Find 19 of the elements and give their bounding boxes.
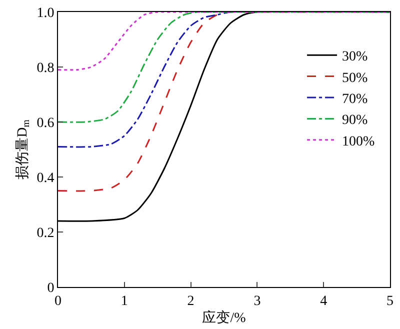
legend-label: 70% <box>342 92 368 107</box>
y-tick-label: 0.8 <box>36 60 54 76</box>
legend-label: 90% <box>342 113 368 128</box>
y-tick-label: 0.4 <box>36 170 54 186</box>
x-axis-title: 应变/% <box>202 310 246 326</box>
x-tick-label: 1 <box>120 294 128 309</box>
line-series <box>58 12 390 123</box>
y-tick-label: 0.2 <box>36 226 54 241</box>
line-series <box>58 12 390 71</box>
x-tick-label: 2 <box>187 294 194 309</box>
x-tick-label: 5 <box>386 294 394 309</box>
y-tick-label: 0 <box>47 280 54 296</box>
x-tick-label: 4 <box>320 294 328 309</box>
y-tick-label: 0.6 <box>36 116 54 131</box>
legend-label: 30% <box>342 50 368 65</box>
legend-label: 100% <box>342 134 376 150</box>
legend-label: 50% <box>342 70 368 86</box>
x-tick-label: 3 <box>254 294 261 309</box>
y-tick-label: 1.0 <box>36 6 54 21</box>
